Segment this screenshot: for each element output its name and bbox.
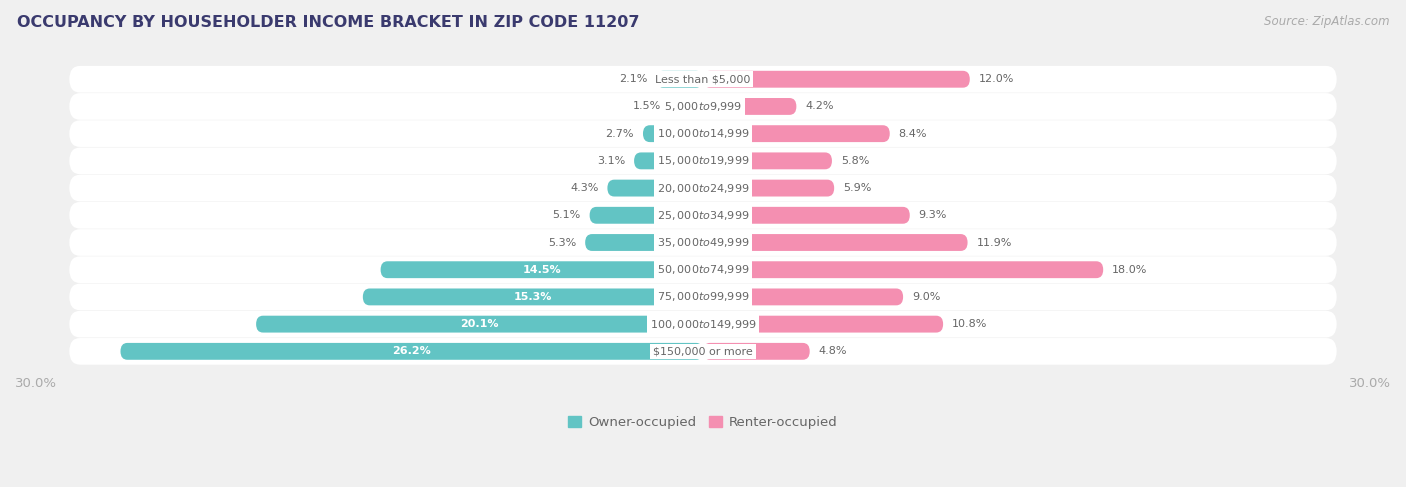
FancyBboxPatch shape	[703, 152, 832, 169]
Text: 9.0%: 9.0%	[912, 292, 941, 302]
Text: 15.3%: 15.3%	[513, 292, 553, 302]
Text: $10,000 to $14,999: $10,000 to $14,999	[657, 127, 749, 140]
Text: 2.7%: 2.7%	[606, 129, 634, 139]
Text: 4.3%: 4.3%	[569, 183, 599, 193]
FancyBboxPatch shape	[703, 180, 834, 197]
Text: Source: ZipAtlas.com: Source: ZipAtlas.com	[1264, 15, 1389, 28]
Text: 1.5%: 1.5%	[633, 101, 661, 112]
Text: 5.8%: 5.8%	[841, 156, 869, 166]
FancyBboxPatch shape	[69, 338, 1337, 365]
FancyBboxPatch shape	[69, 66, 1337, 93]
FancyBboxPatch shape	[703, 71, 970, 88]
FancyBboxPatch shape	[69, 311, 1337, 337]
Text: 2.1%: 2.1%	[619, 74, 647, 84]
Text: 4.8%: 4.8%	[818, 346, 846, 356]
FancyBboxPatch shape	[703, 207, 910, 224]
Text: 10.8%: 10.8%	[952, 319, 987, 329]
Text: 20.1%: 20.1%	[460, 319, 499, 329]
FancyBboxPatch shape	[703, 316, 943, 333]
FancyBboxPatch shape	[669, 98, 703, 115]
FancyBboxPatch shape	[703, 343, 810, 360]
Text: 18.0%: 18.0%	[1112, 265, 1147, 275]
Text: 9.3%: 9.3%	[918, 210, 948, 220]
Text: $50,000 to $74,999: $50,000 to $74,999	[657, 263, 749, 276]
Text: $35,000 to $49,999: $35,000 to $49,999	[657, 236, 749, 249]
Text: $25,000 to $34,999: $25,000 to $34,999	[657, 209, 749, 222]
FancyBboxPatch shape	[256, 316, 703, 333]
FancyBboxPatch shape	[121, 343, 703, 360]
Text: 4.2%: 4.2%	[806, 101, 834, 112]
FancyBboxPatch shape	[69, 229, 1337, 256]
Text: $75,000 to $99,999: $75,000 to $99,999	[657, 290, 749, 303]
Text: $100,000 to $149,999: $100,000 to $149,999	[650, 318, 756, 331]
Text: 12.0%: 12.0%	[979, 74, 1014, 84]
Legend: Owner-occupied, Renter-occupied: Owner-occupied, Renter-occupied	[562, 411, 844, 434]
FancyBboxPatch shape	[69, 148, 1337, 174]
FancyBboxPatch shape	[607, 180, 703, 197]
FancyBboxPatch shape	[69, 175, 1337, 202]
FancyBboxPatch shape	[381, 261, 703, 278]
FancyBboxPatch shape	[69, 120, 1337, 147]
FancyBboxPatch shape	[634, 152, 703, 169]
FancyBboxPatch shape	[69, 256, 1337, 283]
Text: OCCUPANCY BY HOUSEHOLDER INCOME BRACKET IN ZIP CODE 11207: OCCUPANCY BY HOUSEHOLDER INCOME BRACKET …	[17, 15, 640, 30]
FancyBboxPatch shape	[703, 98, 796, 115]
FancyBboxPatch shape	[69, 202, 1337, 228]
FancyBboxPatch shape	[703, 234, 967, 251]
FancyBboxPatch shape	[657, 71, 703, 88]
FancyBboxPatch shape	[69, 283, 1337, 310]
Text: Less than $5,000: Less than $5,000	[655, 74, 751, 84]
FancyBboxPatch shape	[363, 288, 703, 305]
Text: $15,000 to $19,999: $15,000 to $19,999	[657, 154, 749, 168]
FancyBboxPatch shape	[703, 125, 890, 142]
Text: 26.2%: 26.2%	[392, 346, 432, 356]
Text: $150,000 or more: $150,000 or more	[654, 346, 752, 356]
FancyBboxPatch shape	[589, 207, 703, 224]
Text: 5.1%: 5.1%	[553, 210, 581, 220]
FancyBboxPatch shape	[585, 234, 703, 251]
FancyBboxPatch shape	[643, 125, 703, 142]
Text: 5.3%: 5.3%	[548, 238, 576, 247]
Text: 11.9%: 11.9%	[977, 238, 1012, 247]
Text: 8.4%: 8.4%	[898, 129, 927, 139]
FancyBboxPatch shape	[703, 261, 1104, 278]
Text: $5,000 to $9,999: $5,000 to $9,999	[664, 100, 742, 113]
FancyBboxPatch shape	[703, 288, 903, 305]
Text: 14.5%: 14.5%	[523, 265, 561, 275]
FancyBboxPatch shape	[69, 93, 1337, 120]
Text: 5.9%: 5.9%	[844, 183, 872, 193]
Text: 3.1%: 3.1%	[598, 156, 626, 166]
Text: $20,000 to $24,999: $20,000 to $24,999	[657, 182, 749, 195]
